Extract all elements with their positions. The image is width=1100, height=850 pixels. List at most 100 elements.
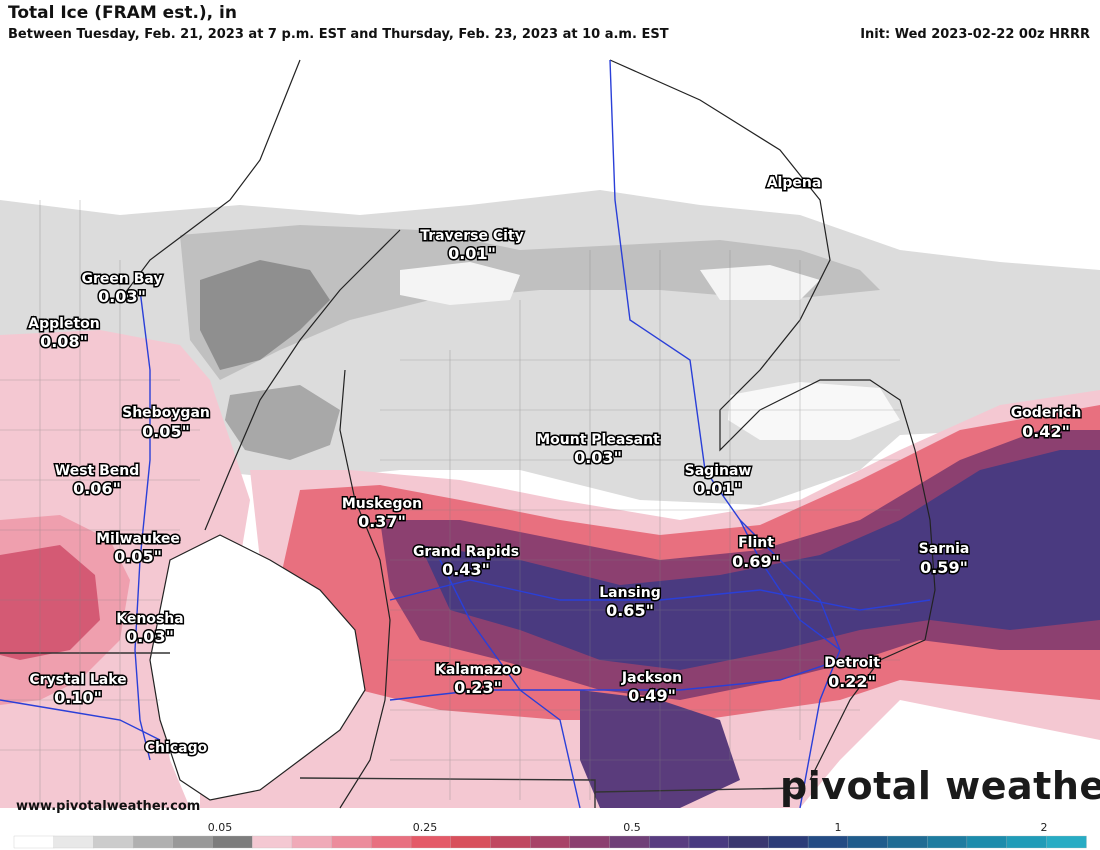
colorbar-tick: 0.05 bbox=[208, 821, 233, 834]
map-header: Total Ice (FRAM est.), in Between Tuesda… bbox=[0, 0, 1100, 46]
svg-text:0.05": 0.05" bbox=[142, 422, 190, 441]
colorbar-swatch bbox=[927, 835, 968, 849]
svg-text:0.03": 0.03" bbox=[574, 448, 622, 467]
valid-period: Between Tuesday, Feb. 21, 2023 at 7 p.m.… bbox=[8, 27, 669, 42]
city-label-sheboygan: Sheboygan 0.05" bbox=[121, 404, 212, 443]
svg-text:Chicago: Chicago bbox=[145, 740, 208, 756]
svg-text:Appleton: Appleton bbox=[28, 316, 99, 332]
city-label-mount-pleasant: Mount Pleasant 0.03" bbox=[535, 431, 662, 469]
city-label-flint: Flint 0.69" bbox=[731, 534, 782, 573]
lake-michigan-shore bbox=[204, 229, 401, 531]
svg-text:0.23": 0.23" bbox=[454, 678, 502, 697]
colorbar-swatch bbox=[649, 835, 690, 849]
svg-text:0.01": 0.01" bbox=[694, 479, 742, 498]
colorbar-swatch bbox=[768, 835, 809, 849]
colorbar-swatch bbox=[1006, 835, 1047, 849]
city-labels: Green Bay 0.03" Appleton 0.08" Sheboygan… bbox=[27, 174, 1083, 758]
svg-text:Green Bay: Green Bay bbox=[81, 271, 162, 287]
svg-text:0.69": 0.69" bbox=[732, 552, 780, 571]
colorbar-tick: 0.5 bbox=[623, 821, 641, 834]
ice-contour-trace-clear bbox=[400, 262, 520, 305]
svg-text:0.03": 0.03" bbox=[98, 287, 146, 306]
colorbar-swatch bbox=[569, 835, 611, 849]
ice-contour-trace-mid bbox=[225, 385, 340, 460]
lake-michigan bbox=[149, 534, 366, 801]
city-label-kenosha: Kenosha 0.03" bbox=[115, 610, 185, 648]
colorbar-swatch bbox=[331, 835, 372, 849]
svg-text:Kalamazoo: Kalamazoo bbox=[435, 662, 521, 678]
svg-text:Goderich: Goderich bbox=[1011, 405, 1082, 421]
svg-text:Kenosha: Kenosha bbox=[116, 611, 183, 627]
colorbar-swatch bbox=[371, 835, 412, 849]
city-label-muskegon: Muskegon 0.37" bbox=[340, 495, 423, 533]
svg-text:0.37": 0.37" bbox=[358, 512, 406, 531]
city-label-crystal-lake: Crystal Lake 0.10" bbox=[28, 671, 128, 709]
svg-text:Jackson: Jackson bbox=[621, 670, 682, 686]
colorbar-swatch bbox=[53, 835, 95, 849]
svg-text:0.06": 0.06" bbox=[73, 479, 121, 498]
colorbar-swatch bbox=[172, 835, 214, 849]
model-init-time: Init: Wed 2023-02-22 00z HRRR bbox=[860, 27, 1090, 42]
colorbar-swatch bbox=[1046, 835, 1087, 849]
colorbar-swatch bbox=[966, 835, 1008, 849]
ice-contour-trace-pink-mid bbox=[0, 545, 100, 660]
color-scale-legend: 0.05 0.25 0.5 1 2 bbox=[13, 821, 1087, 849]
colorbar-swatch bbox=[847, 835, 889, 849]
svg-text:0.49": 0.49" bbox=[628, 686, 676, 705]
city-label-chicago: Chicago bbox=[143, 739, 209, 758]
colorbar-swatch bbox=[252, 835, 293, 849]
svg-text:Traverse City: Traverse City bbox=[420, 228, 523, 244]
city-label-green-bay: Green Bay 0.03" bbox=[80, 270, 164, 308]
source-url: www.pivotalweather.com bbox=[16, 799, 201, 814]
svg-text:Lansing: Lansing bbox=[599, 585, 660, 601]
svg-text:0.65": 0.65" bbox=[606, 601, 654, 620]
colorbar-swatch bbox=[291, 835, 333, 849]
svg-text:Mount Pleasant: Mount Pleasant bbox=[536, 432, 660, 448]
ice-contour-trace-grey bbox=[180, 225, 880, 380]
city-label-goderich: Goderich 0.42" bbox=[1009, 404, 1083, 443]
city-label-appleton: Appleton 0.08" bbox=[27, 315, 101, 353]
svg-text:0.01": 0.01" bbox=[448, 244, 496, 263]
svg-text:Sheboygan: Sheboygan bbox=[122, 405, 210, 421]
lake-st-clair-shore bbox=[809, 639, 926, 781]
svg-text:Muskegon: Muskegon bbox=[342, 496, 422, 512]
svg-text:Flint: Flint bbox=[738, 535, 774, 551]
svg-text:Grand Rapids: Grand Rapids bbox=[413, 544, 519, 560]
svg-text:0.03": 0.03" bbox=[126, 627, 174, 646]
city-label-lansing: Lansing 0.65" bbox=[598, 584, 662, 622]
ice-accumulation-map: Green Bay 0.03" Appleton 0.08" Sheboygan… bbox=[0, 46, 1100, 818]
colorbar-swatch bbox=[450, 835, 492, 849]
svg-text:Milwaukee: Milwaukee bbox=[96, 531, 180, 547]
city-label-grand-rapids: Grand Rapids 0.43" bbox=[411, 543, 520, 581]
michigan-west-shore bbox=[339, 369, 391, 809]
svg-text:Saginaw: Saginaw bbox=[685, 463, 752, 479]
svg-text:Alpena: Alpena bbox=[767, 175, 822, 191]
svg-text:0.43": 0.43" bbox=[442, 560, 490, 579]
colorbar-swatch bbox=[93, 835, 134, 849]
svg-text:0.22": 0.22" bbox=[828, 672, 876, 691]
svg-text:0.05": 0.05" bbox=[114, 547, 162, 566]
state-border bbox=[594, 787, 801, 793]
svg-text:0.08": 0.08" bbox=[40, 332, 88, 351]
county-grid bbox=[0, 200, 900, 808]
colorbar-swatch bbox=[887, 835, 928, 849]
city-label-kalamazoo: Kalamazoo 0.23" bbox=[434, 661, 523, 699]
lake-huron-shore bbox=[609, 59, 936, 641]
colorbar-swatch bbox=[530, 835, 571, 849]
colorbar-swatch bbox=[132, 835, 174, 849]
svg-text:0.59": 0.59" bbox=[920, 558, 968, 577]
svg-text:Detroit: Detroit bbox=[824, 655, 880, 671]
city-label-detroit: Detroit 0.22" bbox=[823, 654, 882, 693]
colorbar-tick: 0.25 bbox=[413, 821, 438, 834]
colorbar-swatch bbox=[807, 835, 849, 849]
city-label-milwaukee: Milwaukee 0.05" bbox=[95, 530, 182, 568]
city-label-jackson: Jackson 0.49" bbox=[619, 669, 683, 707]
svg-text:0.42": 0.42" bbox=[1022, 422, 1070, 441]
ice-contour-trace-clear bbox=[728, 382, 900, 440]
city-label-west-bend: West Bend 0.06" bbox=[53, 462, 141, 500]
svg-text:Crystal Lake: Crystal Lake bbox=[29, 672, 126, 688]
city-label-sarnia: Sarnia 0.59" bbox=[917, 540, 971, 579]
city-label-alpena: Alpena bbox=[765, 174, 823, 193]
city-label-traverse-city: Traverse City 0.01" bbox=[419, 227, 525, 265]
map-title: Total Ice (FRAM est.), in bbox=[8, 3, 237, 23]
